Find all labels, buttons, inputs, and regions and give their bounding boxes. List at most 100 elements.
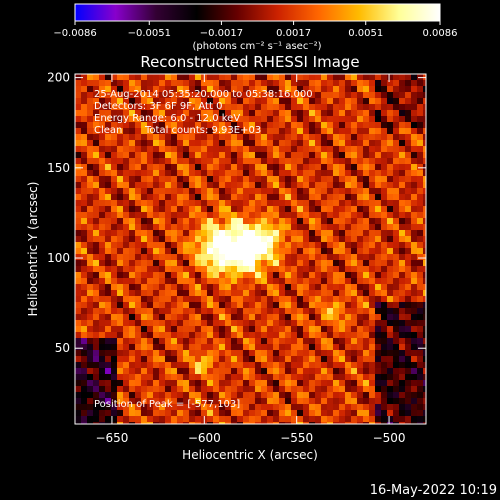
heatmap-cell [351, 260, 357, 266]
heatmap-cell [309, 374, 315, 380]
heatmap-cell [303, 164, 309, 170]
heatmap-cell [279, 212, 285, 218]
heatmap-cell [117, 338, 123, 344]
heatmap-cell [321, 212, 327, 218]
heatmap-cell [297, 338, 303, 344]
heatmap-cell [207, 422, 213, 424]
heatmap-cell [333, 74, 339, 80]
heatmap-cell [393, 278, 399, 284]
heatmap-cell [417, 290, 423, 296]
heatmap-cell [105, 338, 111, 344]
heatmap-cell [417, 104, 423, 110]
heatmap-cell [87, 74, 93, 80]
heatmap-cell [405, 134, 411, 140]
heatmap-cell [261, 134, 267, 140]
heatmap-cell [219, 218, 225, 224]
heatmap-cell [381, 362, 387, 368]
heatmap-cell [213, 164, 219, 170]
heatmap-cell [327, 308, 333, 314]
heatmap-cell [339, 224, 345, 230]
heatmap-cell [207, 410, 213, 416]
heatmap-cell [237, 158, 243, 164]
heatmap-cell [291, 398, 297, 404]
heatmap-cell [177, 194, 183, 200]
heatmap-cell [291, 164, 297, 170]
heatmap-cell [249, 314, 255, 320]
heatmap-cell [315, 404, 321, 410]
heatmap-cell [165, 212, 171, 218]
heatmap-cell [81, 122, 87, 128]
heatmap-cell [129, 284, 135, 290]
heatmap-cell [291, 416, 297, 422]
heatmap-cell [189, 122, 195, 128]
heatmap-cell [123, 338, 129, 344]
heatmap-cell [99, 248, 105, 254]
heatmap-cell [423, 302, 426, 308]
heatmap-cell [249, 188, 255, 194]
heatmap-cell [219, 254, 225, 260]
heatmap-cell [423, 164, 426, 170]
heatmap-cell [291, 422, 297, 424]
heatmap-cell [99, 254, 105, 260]
heatmap-cell [405, 200, 411, 206]
heatmap-cell [237, 200, 243, 206]
heatmap-cell [321, 416, 327, 422]
heatmap-cell [171, 368, 177, 374]
heatmap-cell [273, 422, 279, 424]
heatmap-cell [153, 278, 159, 284]
heatmap-cell [207, 110, 213, 116]
heatmap-cell [243, 308, 249, 314]
heatmap-cell [75, 152, 81, 158]
heatmap-cell [255, 242, 261, 248]
heatmap-cell [393, 392, 399, 398]
heatmap-cell [351, 386, 357, 392]
heatmap-cell [351, 224, 357, 230]
heatmap-cell [375, 290, 381, 296]
heatmap-cell [105, 242, 111, 248]
heatmap-cell [363, 92, 369, 98]
heatmap-cell [387, 218, 393, 224]
heatmap-cell [285, 248, 291, 254]
heatmap-cell [81, 242, 87, 248]
heatmap-cell [267, 326, 273, 332]
heatmap-cell [171, 356, 177, 362]
heatmap-cell [381, 212, 387, 218]
heatmap-cell [357, 416, 363, 422]
heatmap-cell [339, 278, 345, 284]
heatmap-cell [195, 194, 201, 200]
heatmap-cell [291, 332, 297, 338]
heatmap-cell [147, 296, 153, 302]
heatmap-cell [279, 380, 285, 386]
heatmap-cell [315, 302, 321, 308]
heatmap-cell [159, 128, 165, 134]
heatmap-cell [153, 350, 159, 356]
heatmap-cell [171, 104, 177, 110]
heatmap-cell [99, 236, 105, 242]
heatmap-cell [165, 284, 171, 290]
heatmap-cell [321, 344, 327, 350]
heatmap-cell [171, 272, 177, 278]
heatmap-cell [225, 116, 231, 122]
heatmap-cell [315, 386, 321, 392]
heatmap-cell [225, 278, 231, 284]
heatmap-cell [117, 230, 123, 236]
heatmap-cell [171, 296, 177, 302]
heatmap-cell [105, 302, 111, 308]
heatmap-cell [411, 110, 417, 116]
heatmap-cell [261, 398, 267, 404]
heatmap-cell [297, 302, 303, 308]
heatmap-cell [393, 170, 399, 176]
heatmap-cell [207, 326, 213, 332]
heatmap-cell [171, 374, 177, 380]
heatmap-cell [423, 254, 426, 260]
heatmap-cell [369, 206, 375, 212]
heatmap-cell [267, 374, 273, 380]
heatmap-cell [405, 146, 411, 152]
heatmap-cell [261, 230, 267, 236]
heatmap-cell [417, 170, 423, 176]
heatmap-cell [195, 86, 201, 92]
heatmap-cell [279, 302, 285, 308]
heatmap-cell [267, 134, 273, 140]
heatmap-cell [141, 236, 147, 242]
heatmap-cell [129, 314, 135, 320]
